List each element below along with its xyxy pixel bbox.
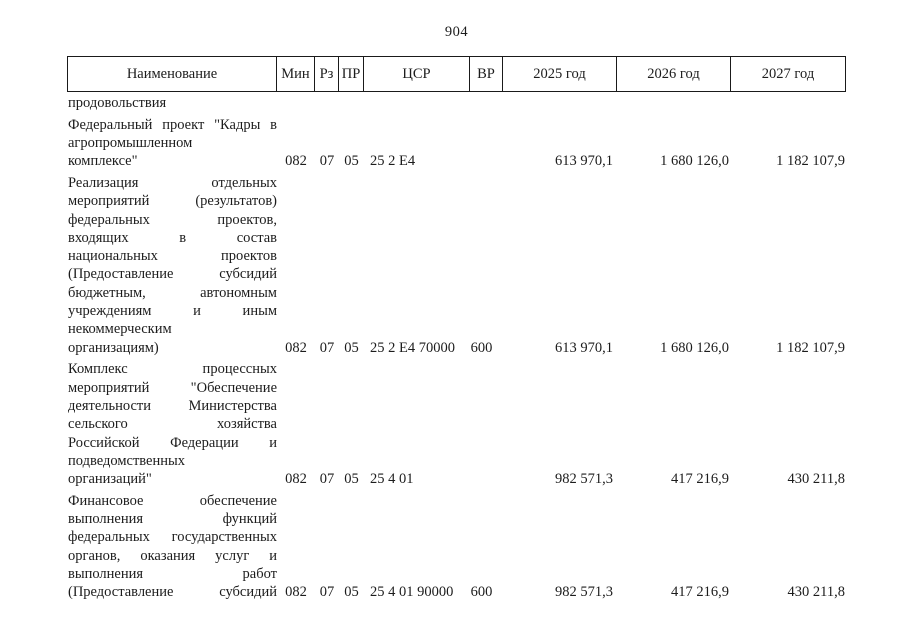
row-y2027-cell: 430 211,8 [787,584,845,601]
row-min-cell: 082 [285,153,307,170]
row-csr-cell: 25 2 Е4 70000 [370,339,455,356]
name-line: выполнения работ [68,565,277,582]
row-rz-cell: 07 [319,584,335,601]
page-number: 904 [444,24,469,40]
column-header-rz: Рз [315,57,339,91]
name-line: входящих в состав [68,229,277,246]
row-min-cell: 082 [285,471,307,488]
carryover-text: продовольствия [68,95,167,111]
row-vr-cell: 600 [470,584,493,601]
row-rz-cell: 07 [319,339,335,356]
row-y2027-cell: 1 182 107,9 [776,153,845,170]
row-pr-cell: 05 [344,471,359,488]
table-header: Наименование Мин Рз ПР ЦСР ВР 2025 год 2… [67,56,846,92]
row-csr-cell: 25 4 01 [370,471,414,488]
name-line: Федеральный проект "Кадры в [68,116,277,133]
row-min-cell: 082 [285,584,307,601]
name-line: органов, оказания услуг и [68,547,277,564]
name-line: деятельности Министерства [68,397,277,414]
name-line: подведомственных [68,452,185,469]
table-rows: Федеральный проект "Кадры в агропромышлен… [68,116,845,602]
name-line: мероприятий "Обеспечение [68,379,277,396]
row-y2025-cell: 613 970,1 [555,339,613,356]
row-pr-cell: 05 [344,153,359,170]
table-row: Комплекс процессных мероприятий "Обеспече… [68,360,845,488]
column-header-2026: 2026 год [617,57,731,91]
row-name-cell: Финансовое обеспечение выполнения функций… [68,492,277,602]
name-line: мероприятий (результатов) [68,193,277,210]
row-name-cell: Комплекс процессных мероприятий "Обеспече… [68,360,277,488]
row-y2026-cell: 1 680 126,0 [660,153,729,170]
table-row: Финансовое обеспечение выполнения функций… [68,492,845,602]
name-line: Комплекс процессных [68,361,277,378]
row-vr-cell: 600 [470,339,493,356]
name-line: агропромышленном [68,134,193,151]
name-line: некоммерческим [68,321,172,338]
name-line: организациям) [68,339,159,356]
column-header-min: Мин [277,57,315,91]
name-line: сельского хозяйства [68,416,277,433]
row-name-cell: Федеральный проект "Кадры в агропромышлен… [68,116,277,171]
row-y2025-cell: 613 970,1 [555,153,613,170]
row-y2026-cell: 417 216,9 [671,471,729,488]
column-header-2025: 2025 год [503,57,617,91]
name-line: федеральных государственных [68,529,277,546]
name-line: комплексе" [68,153,138,170]
row-csr-cell: 25 4 01 90000 [370,584,454,601]
name-line: бюджетным, автономным [68,284,277,301]
column-header-pr: ПР [339,57,364,91]
row-name-cell: Реализация отдельных мероприятий (результ… [68,174,277,357]
row-y2025-cell: 982 571,3 [555,471,613,488]
name-line: (Предоставление субсидий [68,266,277,283]
name-line: Реализация отдельных [68,174,277,191]
name-line: федеральных проектов, [68,211,277,228]
row-y2027-cell: 1 182 107,9 [776,339,845,356]
row-y2026-cell: 417 216,9 [671,584,729,601]
row-y2025-cell: 982 571,3 [555,584,613,601]
table-row: Реализация отдельных мероприятий (результ… [68,174,845,357]
name-line: учреждениям и иным [68,303,277,320]
row-rz-cell: 07 [319,471,335,488]
name-line: национальных проектов [68,248,277,265]
name-line: выполнения функций [68,511,277,528]
column-header-2027: 2027 год [761,65,815,82]
row-min-cell: 082 [285,339,307,356]
name-line: организаций" [68,471,152,488]
table-row: Федеральный проект "Кадры в агропромышлен… [68,116,845,171]
row-pr-cell: 05 [344,339,359,356]
row-y2026-cell: 1 680 126,0 [660,339,729,356]
row-y2027-cell: 430 211,8 [787,471,845,488]
row-rz-cell: 07 [319,153,335,170]
column-header-vr: ВР [470,57,503,91]
column-header-name: Наименование [68,57,277,91]
row-pr-cell: 05 [344,584,359,601]
name-line: (Предоставление субсидий [68,584,277,601]
name-line: Российской Федерации и [68,434,277,451]
column-header-csr: ЦСР [364,57,470,91]
name-line: Финансовое обеспечение [68,492,277,509]
table-body: продовольствия Федеральный проект "Кадры… [68,94,845,602]
row-csr-cell: 25 2 Е4 [370,153,416,170]
